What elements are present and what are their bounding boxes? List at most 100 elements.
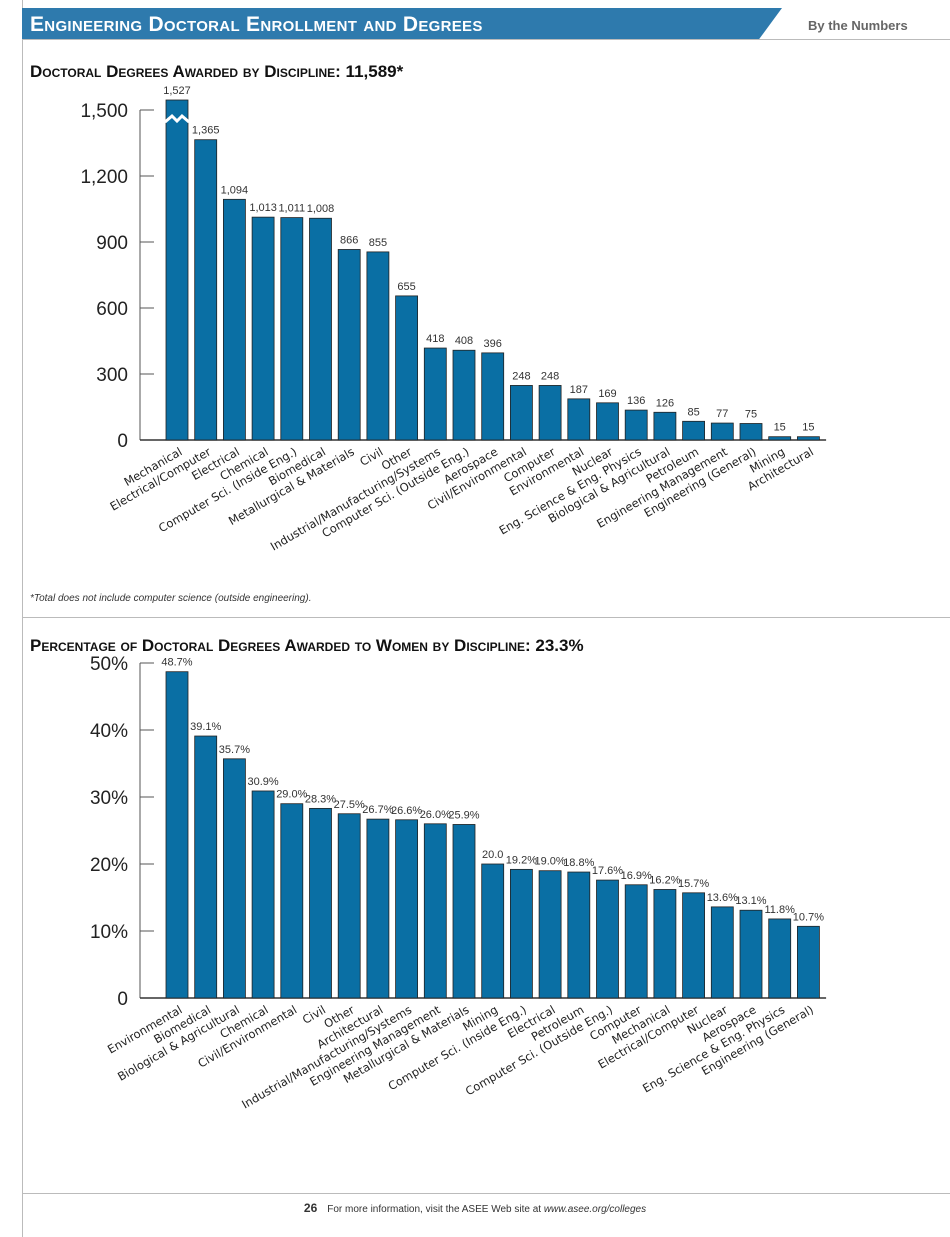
bar bbox=[423, 347, 447, 441]
bar bbox=[366, 251, 390, 441]
bar bbox=[251, 790, 275, 999]
bar bbox=[596, 879, 619, 999]
bar bbox=[395, 295, 419, 441]
data-label: 15 bbox=[774, 422, 786, 434]
data-label: 248 bbox=[512, 370, 530, 382]
data-label: 26.0% bbox=[420, 809, 451, 821]
bar bbox=[768, 436, 792, 441]
y-tick-label: 50% bbox=[90, 654, 128, 675]
y-tick-label: 900 bbox=[96, 233, 128, 254]
footer-url[interactable]: www.asee.org/colleges bbox=[543, 1204, 647, 1215]
bar bbox=[710, 422, 734, 441]
y-tick-label: 1,200 bbox=[80, 167, 128, 188]
data-label: 16.2% bbox=[649, 874, 680, 886]
data-label: 28.3% bbox=[305, 793, 336, 805]
y-tick-label: 40% bbox=[90, 721, 128, 742]
data-label: 866 bbox=[340, 234, 358, 246]
bar bbox=[280, 803, 304, 999]
bar bbox=[366, 818, 390, 999]
data-label: 11.8% bbox=[765, 904, 796, 916]
bar bbox=[280, 217, 304, 441]
bar bbox=[309, 217, 332, 441]
data-label: 15 bbox=[802, 422, 814, 434]
data-label: 13.6% bbox=[707, 892, 738, 904]
bar bbox=[739, 423, 763, 441]
bar bbox=[452, 349, 476, 441]
bar bbox=[653, 411, 677, 441]
data-label: 136 bbox=[627, 395, 645, 407]
section-divider bbox=[22, 617, 950, 618]
bar bbox=[165, 671, 189, 999]
y-tick-label: 1,500 bbox=[80, 101, 128, 122]
chart2-women-percentage: 010%20%30%40%50% 48.7%Environmental39.1%B… bbox=[90, 654, 827, 1112]
y-tick-label: 10% bbox=[90, 922, 128, 943]
data-label: 29.0% bbox=[276, 789, 307, 801]
data-label: 1,094 bbox=[221, 184, 249, 196]
data-label: 1,527 bbox=[163, 85, 191, 97]
bar bbox=[395, 819, 419, 999]
bar bbox=[797, 436, 820, 441]
footer: 26 For more information, visit the ASEE W… bbox=[0, 1201, 950, 1215]
bar bbox=[309, 807, 332, 999]
page-margin-line bbox=[22, 0, 23, 1237]
bar bbox=[222, 198, 246, 441]
data-label: 30.9% bbox=[247, 776, 278, 788]
data-label: 10.7% bbox=[793, 911, 824, 923]
bar bbox=[768, 918, 792, 999]
bar bbox=[251, 216, 275, 441]
bar bbox=[797, 925, 820, 999]
bar bbox=[337, 249, 361, 441]
data-label: 248 bbox=[541, 370, 559, 382]
bar bbox=[423, 823, 447, 999]
chart1-title: Doctoral Degrees Awarded by Discipline: … bbox=[30, 62, 404, 81]
data-label: 17.6% bbox=[592, 865, 623, 877]
bar bbox=[222, 758, 246, 999]
bar bbox=[624, 409, 648, 441]
data-label: 408 bbox=[455, 335, 473, 347]
data-label: 75 bbox=[745, 409, 757, 421]
bar bbox=[567, 871, 591, 999]
y-tick-label: 30% bbox=[90, 788, 128, 809]
data-label: 396 bbox=[484, 338, 502, 350]
bar bbox=[481, 352, 505, 441]
data-label: 15.7% bbox=[678, 878, 709, 890]
data-label: 1,365 bbox=[192, 125, 220, 137]
chart1-degrees-by-discipline: 03006009001,2001,5001,527Mechanical1,365… bbox=[80, 85, 827, 554]
bar bbox=[682, 420, 705, 441]
bar bbox=[538, 870, 562, 999]
bar bbox=[596, 402, 619, 441]
data-label: 39.1% bbox=[190, 721, 221, 733]
data-label: 13.1% bbox=[735, 895, 766, 907]
header-banner bbox=[22, 8, 782, 39]
bar bbox=[194, 735, 218, 999]
y-tick-label: 0 bbox=[117, 431, 128, 452]
bar bbox=[509, 385, 533, 441]
page-number: 26 bbox=[303, 1201, 318, 1215]
data-label: 20.0 bbox=[482, 849, 503, 861]
data-label: 1,008 bbox=[307, 203, 335, 215]
data-label: 26.6% bbox=[391, 805, 422, 817]
data-label: 187 bbox=[570, 384, 588, 396]
data-label: 85 bbox=[687, 406, 699, 418]
footer-text: For more information, visit the ASEE Web… bbox=[327, 1204, 544, 1215]
y-tick-label: 0 bbox=[117, 989, 128, 1010]
data-label: 16.9% bbox=[621, 870, 652, 882]
data-label: 77 bbox=[716, 408, 728, 420]
bar bbox=[653, 889, 677, 999]
data-label: 1,013 bbox=[249, 202, 277, 214]
data-label: 655 bbox=[397, 281, 415, 293]
chart2-title: Percentage of Doctoral Degrees Awarded t… bbox=[30, 636, 584, 655]
bar bbox=[624, 884, 648, 999]
data-label: 169 bbox=[598, 388, 616, 400]
data-label: 1,011 bbox=[278, 203, 305, 215]
data-label: 26.7% bbox=[362, 804, 393, 816]
bar bbox=[538, 385, 562, 441]
data-label: 27.5% bbox=[334, 799, 365, 811]
data-label: 25.9% bbox=[448, 809, 479, 821]
bar bbox=[452, 824, 476, 999]
axis-break-icon bbox=[164, 113, 190, 124]
data-label: 855 bbox=[369, 237, 387, 249]
header-tagline: By the Numbers bbox=[808, 18, 908, 33]
bar bbox=[337, 813, 361, 999]
data-label: 19.2% bbox=[506, 854, 537, 866]
